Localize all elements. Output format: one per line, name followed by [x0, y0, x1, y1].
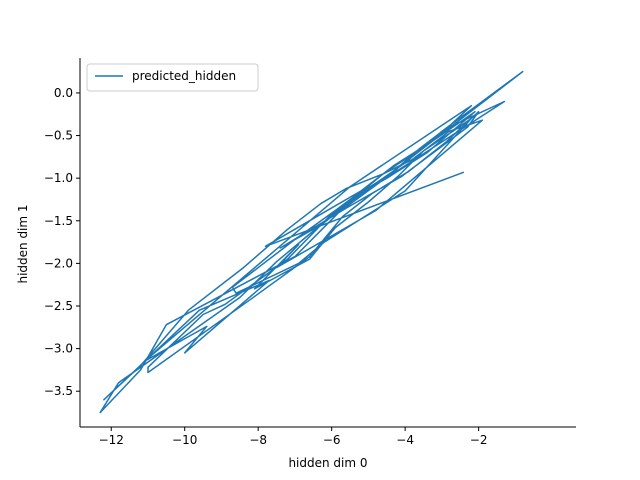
y-axis-label: hidden dim 1 — [16, 204, 30, 283]
legend-frame — [86, 63, 259, 92]
plot-area — [99, 70, 524, 414]
y-tick-label: −2.5 — [44, 299, 73, 313]
y-tick-label: −2.0 — [44, 256, 73, 270]
y-tick-label: −1.0 — [44, 171, 73, 185]
series-layer — [99, 70, 524, 414]
x-tick-label: −8 — [249, 433, 267, 447]
y-axis: −3.5 −3.0 −2.5 −2.0 −1.5 −1.0 −0.5 0.0 — [44, 58, 81, 427]
x-tick-label: −2 — [470, 433, 488, 447]
legend: predicted_hidden — [86, 63, 259, 92]
y-tick-label: −3.5 — [44, 384, 73, 398]
x-tick-label: −12 — [99, 433, 124, 447]
x-axis-label: hidden dim 0 — [288, 456, 367, 470]
x-tick-label: −4 — [396, 433, 414, 447]
y-tick-label: −1.5 — [44, 214, 73, 228]
y-tick-label: 0.0 — [54, 86, 73, 100]
y-tick-label: −3.0 — [44, 342, 73, 356]
series-line-predicted-hidden — [99, 70, 524, 414]
legend-label-predicted-hidden: predicted_hidden — [132, 69, 236, 83]
x-tick-label: −10 — [172, 433, 197, 447]
x-axis: −12 −10 −8 −6 −4 −2 — [80, 426, 576, 447]
y-tick-label: −0.5 — [44, 129, 73, 143]
x-tick-label: −6 — [323, 433, 341, 447]
